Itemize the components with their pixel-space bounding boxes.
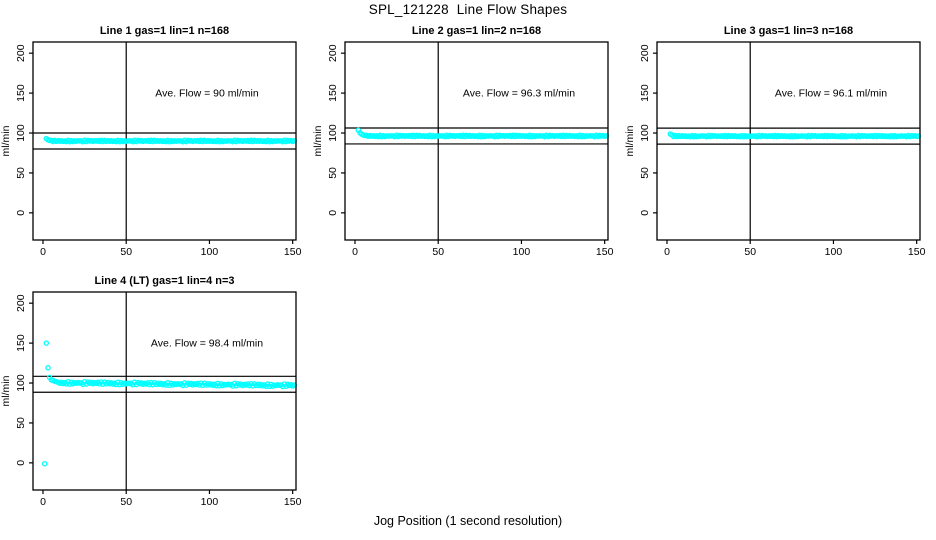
y-tick-label: 100 — [15, 374, 27, 392]
x-tick-label: 0 — [352, 246, 358, 258]
figure-title: SPL_121228 Line Flow Shapes — [368, 2, 568, 17]
y-tick-label: 100 — [639, 124, 651, 142]
x-tick-label: 100 — [825, 246, 843, 258]
panel-line-1: 0 50 100 150 0 50 100 150 200 ml/min Line 1 gas=1 … — [0, 25, 302, 258]
x-tick-label: 150 — [908, 246, 926, 258]
y-tick-label: 100 — [15, 124, 27, 142]
x-tick-label: 150 — [284, 496, 302, 508]
x-tick-label: 100 — [201, 496, 219, 508]
y-tick-label: 50 — [639, 167, 651, 179]
ave-flow-annotation: Ave. Flow = 90 ml/min — [155, 88, 259, 100]
panel-line-4: 0 50 100 150 0 50 100 150 200 ml/min Line 4 (LT) g… — [0, 275, 302, 508]
data-point — [41, 460, 48, 467]
panel-line-2: 0 50 100 150 0 50 100 150 200 ml/min Line 2 gas=1 … — [312, 25, 614, 258]
x-tick-label: 0 — [40, 496, 46, 508]
y-axis-label: ml/min — [0, 125, 12, 156]
ave-flow-annotation: Ave. Flow = 98.4 ml/min — [151, 338, 263, 350]
plot-box — [344, 41, 609, 241]
y-tick-label: 0 — [15, 460, 27, 466]
data-point — [45, 365, 51, 371]
plot-box — [32, 291, 297, 491]
y-axis-label: ml/min — [0, 375, 12, 406]
plot-box — [656, 41, 921, 241]
data-point — [46, 374, 53, 381]
y-tick-label: 150 — [327, 84, 339, 102]
x-tick-label: 0 — [40, 246, 46, 258]
panel-line-3: 0 50 100 150 0 50 100 150 200 ml/min Line 3 gas=1 … — [624, 25, 926, 258]
y-tick-label: 150 — [15, 84, 27, 102]
y-tick-label: 50 — [327, 167, 339, 179]
y-tick-label: 50 — [15, 417, 27, 429]
ave-flow-annotation: Ave. Flow = 96.3 ml/min — [463, 88, 575, 100]
y-tick-label: 200 — [639, 44, 651, 62]
x-tick-label: 0 — [664, 246, 670, 258]
panel-title: Line 2 gas=1 lin=2 n=168 — [412, 25, 541, 37]
y-tick-label: 0 — [639, 210, 651, 216]
panel-title: Line 1 gas=1 lin=1 n=168 — [100, 25, 229, 37]
x-axis-title: Jog Position (1 second resolution) — [373, 514, 563, 528]
panel-title: Line 3 gas=1 lin=3 n=168 — [724, 25, 853, 37]
data-point — [43, 340, 50, 346]
y-tick-label: 200 — [327, 44, 339, 62]
y-tick-label: 150 — [15, 334, 27, 352]
y-tick-label: 0 — [327, 210, 339, 216]
ave-flow-annotation: Ave. Flow = 96.1 ml/min — [775, 88, 887, 100]
y-tick-label: 200 — [15, 294, 27, 312]
y-axis-label: ml/min — [624, 125, 636, 156]
plot-box — [32, 41, 297, 241]
y-tick-label: 150 — [639, 84, 651, 102]
y-tick-label: 200 — [15, 44, 27, 62]
y-axis-label: ml/min — [312, 125, 324, 156]
x-tick-label: 50 — [744, 246, 756, 258]
x-tick-label: 100 — [201, 246, 219, 258]
x-tick-label: 150 — [596, 246, 614, 258]
panel-title: Line 4 (LT) gas=1 lin=4 n=3 — [94, 275, 234, 287]
x-tick-label: 50 — [432, 246, 444, 258]
x-tick-label: 100 — [513, 246, 531, 258]
y-tick-label: 50 — [15, 167, 27, 179]
x-tick-label: 150 — [284, 246, 302, 258]
y-tick-label: 0 — [15, 210, 27, 216]
y-tick-label: 100 — [327, 124, 339, 142]
x-tick-label: 50 — [120, 496, 132, 508]
x-tick-label: 50 — [120, 246, 132, 258]
